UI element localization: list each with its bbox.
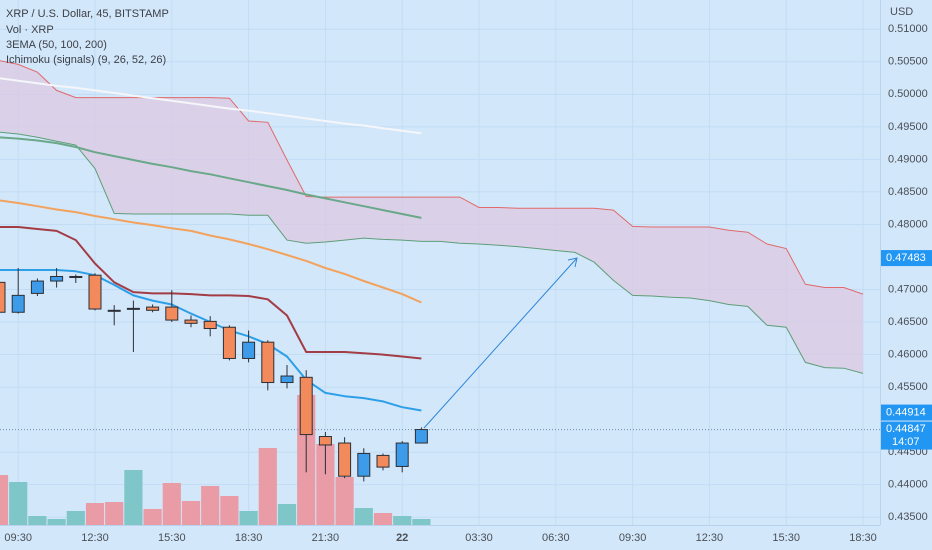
volume-bar: [277, 504, 297, 525]
volume-bar: [162, 483, 181, 525]
y-tick-label: 0.43500: [888, 511, 928, 523]
volume-bar: [28, 516, 47, 525]
y-tick-label: 0.51000: [888, 23, 928, 35]
indicator-line: [0, 226, 422, 360]
volume-bar: [66, 511, 85, 525]
y-tick-label: 0.50500: [888, 56, 928, 68]
volume-bar: [85, 503, 105, 525]
x-tick-label: 21:30: [312, 532, 340, 544]
price-badge: [881, 250, 932, 267]
volume-bar: [143, 509, 162, 525]
candle-body: [11, 294, 25, 313]
y-tick-label: 0.49000: [888, 153, 928, 165]
indicator-label: Ichimoku (signals) (9, 26, 52, 26): [6, 54, 166, 66]
volume-bar: [354, 508, 373, 525]
x-tick-label: 09:30: [4, 532, 32, 544]
volume-bar: [373, 513, 393, 525]
x-tick-label: 15:30: [158, 532, 186, 544]
candle-body: [126, 307, 140, 310]
y-axis-label: USD: [890, 6, 913, 18]
candle-body: [107, 309, 121, 312]
candles: [0, 268, 428, 482]
volume-bar: [220, 496, 239, 525]
arrow-head: [567, 257, 578, 268]
candle-body: [338, 442, 352, 477]
volume-bar: [124, 470, 143, 525]
candle-body: [222, 326, 236, 359]
volume-bar: [201, 486, 220, 525]
candle-body: [184, 319, 198, 324]
candle-body: [203, 320, 217, 330]
last-price-badge: [881, 421, 932, 450]
y-tick-label: 0.46500: [888, 316, 928, 328]
volume-bar: [47, 519, 66, 525]
volume-bar: [316, 444, 335, 525]
arrow-line: [423, 257, 578, 429]
candle-body: [242, 341, 256, 359]
chart-title: XRP / U.S. Dollar, 45, BITSTAMP: [6, 8, 169, 20]
volume-bar: [335, 477, 354, 525]
candle-body: [261, 341, 275, 384]
candle-body: [165, 306, 179, 321]
y-tick-label: 0.46000: [888, 348, 928, 360]
indicator-line: [0, 77, 422, 135]
candle-body: [69, 275, 83, 278]
x-tick-label: 03:30: [465, 532, 493, 544]
price-badge-label: 0.47483: [886, 252, 926, 264]
candle-body: [0, 281, 6, 313]
x-tick-label: 22: [396, 532, 408, 544]
y-tick-label: 0.49500: [888, 121, 928, 133]
indicator-line: [0, 136, 422, 219]
volume-bar: [239, 511, 258, 525]
candle-body: [299, 376, 313, 436]
indicator-label: 3EMA (50, 100, 200): [6, 39, 107, 51]
y-tick-label: 0.48500: [888, 186, 928, 198]
volume-bar: [412, 519, 431, 525]
indicator-line: [0, 199, 422, 304]
candle-body: [30, 280, 44, 294]
grid: [0, 0, 880, 525]
x-tick-label: 12:30: [696, 532, 724, 544]
candle-body: [50, 275, 64, 282]
x-tick-label: 18:30: [235, 532, 263, 544]
candle-body: [395, 442, 409, 467]
drawing-arrow: [423, 257, 578, 429]
axes: 0.51000 0.50500 0.50000 0.49500 0.49000 0.485…: [4, 23, 932, 544]
indicator-label: Vol · XRP: [6, 24, 54, 36]
candle-body: [146, 306, 160, 311]
volume-bar: [9, 482, 28, 525]
volume-bar: [393, 516, 412, 525]
y-tick-label: 0.44000: [888, 479, 928, 491]
y-tick-label: 0.50000: [888, 88, 928, 100]
candle-body: [318, 436, 332, 446]
cloud-lower-line: [0, 131, 864, 374]
x-tick-label: 12:30: [81, 532, 109, 544]
price-badge-label: 0.44914: [886, 406, 926, 418]
candle-body: [376, 454, 390, 468]
countdown-label: 14:07: [892, 436, 920, 448]
candle-body: [280, 375, 294, 384]
y-tick-label: 0.47000: [888, 283, 928, 295]
y-tick-label: 0.45500: [888, 381, 928, 393]
price-badge: [881, 404, 932, 421]
candle-body: [88, 274, 102, 310]
y-tick-label: 0.48000: [888, 218, 928, 230]
volume-bar: [0, 475, 9, 525]
x-tick-label: 18:30: [849, 532, 877, 544]
candle-body: [357, 452, 371, 477]
volume-bar: [258, 448, 277, 525]
volume-bar: [181, 501, 201, 525]
last-price-label: 0.44847: [886, 423, 926, 435]
cloud-fill: [0, 60, 863, 374]
x-tick-label: 15:30: [772, 532, 800, 544]
x-tick-label: 06:30: [542, 532, 570, 544]
x-tick-label: 09:30: [619, 532, 647, 544]
candle-body: [414, 429, 428, 444]
volume-bar: [105, 502, 124, 525]
